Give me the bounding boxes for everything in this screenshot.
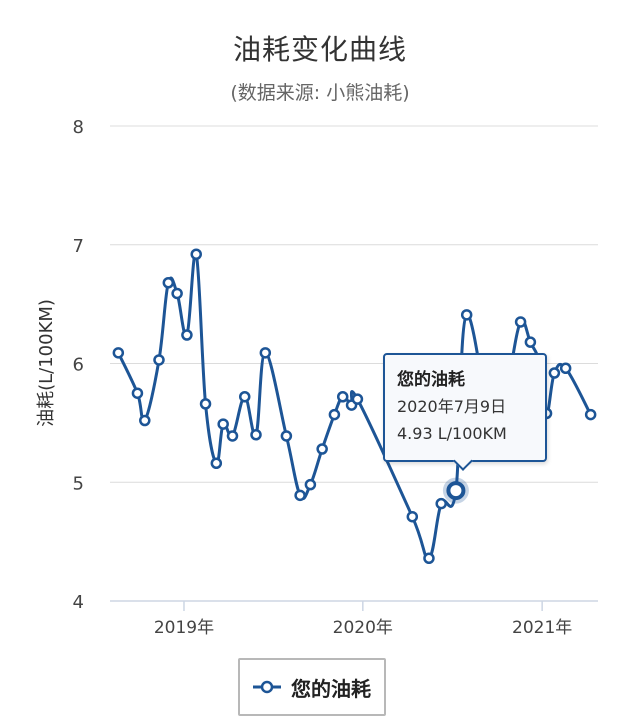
data-point — [304, 478, 317, 491]
data-point — [217, 418, 229, 430]
x-tick-label: 2020年 — [333, 618, 393, 638]
data-point — [162, 277, 175, 289]
data-point — [460, 309, 473, 321]
data-point — [280, 430, 293, 442]
x-tick-label: 2021年 — [512, 618, 572, 638]
chart-title: 油耗变化曲线 — [232, 33, 407, 66]
data-point — [423, 552, 435, 564]
data-point — [181, 329, 193, 341]
data-point — [259, 347, 272, 359]
x-tick-label: 2019年 — [154, 618, 214, 638]
legend-label: 您的油耗 — [291, 676, 371, 701]
data-point — [406, 510, 419, 523]
data-point — [336, 391, 349, 403]
active-data-point — [446, 481, 466, 501]
data-point — [171, 287, 183, 300]
data-point — [250, 429, 262, 441]
data-point — [328, 408, 341, 421]
chart-subtitle: (数据来源: 小熊油耗) — [230, 82, 410, 104]
data-point — [210, 457, 223, 469]
y-tick-label: 8 — [73, 117, 84, 138]
y-tick-label: 6 — [73, 355, 84, 376]
tooltip-date: 2020年7月9日 — [397, 397, 507, 416]
tooltip: 您的油耗 2020年7月9日 4.93 L/100KM — [383, 353, 547, 462]
data-point — [294, 489, 306, 502]
data-point — [226, 430, 239, 442]
y-tick-label: 4 — [73, 592, 84, 613]
tooltip-series-name: 您的油耗 — [397, 370, 465, 390]
data-point — [435, 497, 447, 510]
data-point — [153, 354, 165, 366]
data-point — [199, 398, 212, 410]
series-line — [116, 251, 592, 560]
tooltip-value: 4.93 L/100KM — [397, 424, 507, 443]
data-point — [524, 336, 537, 348]
data-point — [112, 347, 125, 359]
data-point — [559, 362, 572, 374]
data-point — [139, 414, 151, 427]
y-axis-label: 油耗(L/100KM) — [36, 299, 57, 427]
y-tick-label: 5 — [73, 473, 84, 494]
data-point — [351, 393, 364, 405]
data-point — [131, 387, 144, 399]
axes: 4 5 6 7 8 2019年 2020年 2021年 — [73, 117, 598, 638]
data-point — [584, 408, 597, 421]
data-point — [514, 316, 527, 328]
data-point — [316, 443, 328, 455]
legend[interactable]: 您的油耗 — [238, 658, 386, 716]
legend-marker-icon — [253, 680, 281, 694]
data-point — [190, 248, 202, 260]
data-point — [238, 391, 251, 403]
data-point — [548, 367, 561, 379]
y-tick-label: 7 — [73, 236, 84, 257]
